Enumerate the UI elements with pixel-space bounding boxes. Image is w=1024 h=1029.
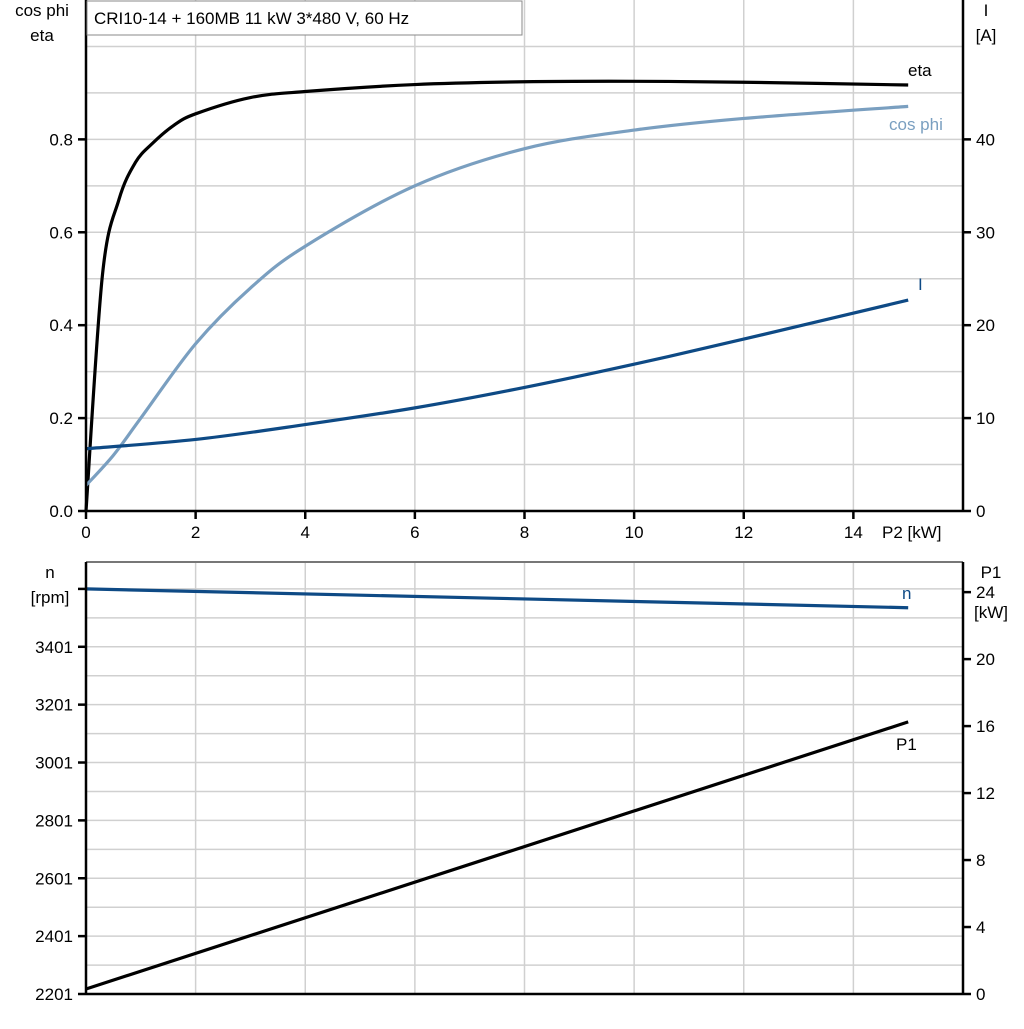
y-tick-label-right: 8	[976, 851, 985, 870]
title-box	[86, 0, 523, 36]
y-tick-label-right: 40	[976, 130, 995, 149]
top-right-ylabel-1: I	[984, 1, 989, 20]
x-tick-label: 4	[301, 523, 310, 542]
x-tick-label: 0	[81, 523, 90, 542]
x-tick-label: 14	[844, 523, 863, 542]
y-tick-label-left: 3201	[35, 696, 73, 715]
y-tick-label-left: 2601	[35, 869, 73, 888]
bottom-right-ylabel-2: [kW]	[974, 603, 1008, 622]
series-label-eta: eta	[908, 61, 932, 80]
y-tick-label-left: 2801	[35, 811, 73, 830]
series-line-p1	[85, 720, 909, 991]
series-line-eta	[84, 79, 909, 512]
y-tick-label-left: 0.0	[49, 502, 73, 521]
y-tick-label-right: 16	[976, 717, 995, 736]
y-tick-label-left: 0.4	[49, 316, 73, 335]
x-tick-label: 12	[734, 523, 753, 542]
series-label-cos-phi: cos phi	[889, 115, 943, 134]
series-line-n	[85, 587, 909, 610]
series-line-cos-phi	[84, 104, 909, 487]
y-tick-label-left: 3001	[35, 754, 73, 773]
y-tick-label-right: 20	[976, 650, 995, 669]
curves	[84, 79, 909, 991]
chart-title: CRI10-14 + 160MB 11 kW 3*480 V, 60 Hz	[94, 9, 409, 28]
series-line-i	[85, 298, 909, 451]
y-tick-label-right: 12	[976, 784, 995, 803]
y-tick-label-left: 2401	[35, 927, 73, 946]
bottom-left-ylabel-2: [rpm]	[31, 588, 70, 607]
y-tick-label-right: 30	[976, 223, 995, 242]
top-right-ylabel-2: [A]	[976, 26, 997, 45]
y-tick-label-right: 20	[976, 316, 995, 335]
y-tick-label-right: 24	[976, 583, 995, 602]
top-left-ylabel-2: eta	[30, 26, 54, 45]
series-label-p1: P1	[896, 735, 917, 754]
y-tick-label-right: 10	[976, 409, 995, 428]
y-tick-label-left: 0.8	[49, 130, 73, 149]
y-tick-label-right: 0	[976, 985, 985, 1004]
series-label-n: n	[902, 584, 911, 603]
y-tick-label-right: 0	[976, 502, 985, 521]
bottom-grid	[86, 562, 963, 994]
top-left-ylabel-1: cos phi	[15, 1, 69, 20]
y-tick-label-left: 0.2	[49, 409, 73, 428]
y-tick-label-left: 2201	[35, 985, 73, 1004]
y-tick-label-left: 3401	[35, 638, 73, 657]
x-tick-label: 8	[520, 523, 529, 542]
bottom-right-ylabel-1: P1	[981, 563, 1002, 582]
x-tick-label: 6	[410, 523, 419, 542]
x-tick-label: 2	[191, 523, 200, 542]
x-tick-label: 10	[625, 523, 644, 542]
x-axis-label: P2 [kW]	[882, 523, 942, 542]
top-grid	[86, 0, 963, 511]
bottom-left-ylabel-1: n	[45, 563, 54, 582]
y-tick-label-right: 4	[976, 918, 985, 937]
y-tick-label-left: 0.6	[49, 223, 73, 242]
series-label-i: I	[918, 275, 923, 294]
